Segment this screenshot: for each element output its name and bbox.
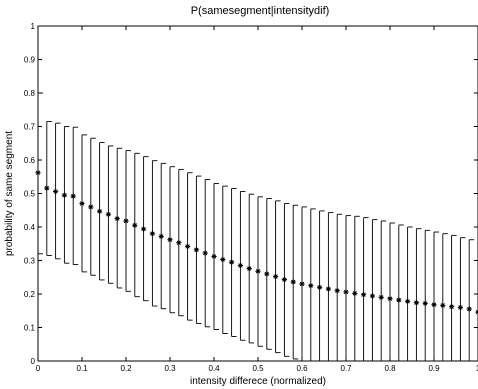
data-point <box>79 200 85 207</box>
y-tick-label: 0.8 <box>24 89 36 98</box>
x-tick-label: 0.3 <box>164 364 176 373</box>
data-point <box>431 302 437 308</box>
y-tick-label: 0.3 <box>24 257 36 266</box>
x-tick-label: 0.1 <box>76 364 88 373</box>
y-tick-label: 0.2 <box>24 290 36 299</box>
error-bar <box>327 212 334 362</box>
error-bar <box>442 233 448 362</box>
data-point <box>308 283 314 289</box>
data-point <box>35 170 41 176</box>
x-tick-label: 0.2 <box>120 364 132 373</box>
data-point <box>167 237 173 243</box>
data-point <box>141 226 147 232</box>
x-tick-label: 0 <box>36 364 41 373</box>
chart-title: P(samesegment|intensitydif) <box>191 5 330 17</box>
y-tick-label: 0.9 <box>24 56 36 65</box>
data-point <box>325 286 331 292</box>
data-point <box>352 290 358 296</box>
x-tick-label: 0.8 <box>384 364 396 373</box>
error-bar <box>415 228 422 362</box>
error-bar <box>433 231 439 362</box>
data-point <box>475 309 478 315</box>
y-tick-label: 0.1 <box>24 324 36 333</box>
data-point <box>105 211 111 217</box>
x-tick-label: 0.6 <box>296 364 308 373</box>
data-point <box>202 250 208 256</box>
x-tick-label: 0.4 <box>208 364 220 373</box>
data-point <box>264 271 270 277</box>
data-point <box>281 276 287 283</box>
x-tick-label: 0.5 <box>252 364 264 373</box>
error-bar <box>398 224 404 362</box>
data-point <box>405 298 411 304</box>
error-bar <box>363 217 369 362</box>
data-markers <box>35 170 478 315</box>
data-point <box>449 304 455 310</box>
data-point <box>123 218 129 224</box>
data-point <box>97 208 103 214</box>
y-tick-label: 0 <box>31 357 36 366</box>
data-point <box>193 247 199 253</box>
data-point <box>334 288 340 294</box>
error-bar <box>336 213 343 362</box>
y-axis-label: probability of same segment <box>4 131 15 256</box>
data-point <box>211 253 217 260</box>
data-point <box>387 296 393 302</box>
data-point <box>273 273 279 280</box>
x-tick-label: 0.9 <box>428 364 440 373</box>
data-point <box>457 304 463 310</box>
data-point <box>158 233 164 239</box>
error-bar <box>459 237 466 362</box>
x-axis-label: intensity differece (normalized) <box>190 376 326 387</box>
data-point <box>255 268 261 274</box>
data-point <box>369 293 375 299</box>
x-tick-label: 1 <box>476 364 478 373</box>
data-point <box>220 256 226 263</box>
error-bar <box>345 215 351 362</box>
data-point <box>70 193 76 199</box>
data-point <box>149 231 155 237</box>
data-point <box>422 300 428 306</box>
data-point <box>343 289 349 295</box>
data-point <box>299 281 305 287</box>
data-point <box>466 306 472 312</box>
data-point <box>396 297 402 303</box>
data-point <box>378 294 384 300</box>
y-tick-label: 0.7 <box>24 123 36 132</box>
data-point <box>317 284 323 290</box>
error-bar <box>407 226 413 362</box>
y-tick-label: 0.6 <box>24 156 36 165</box>
data-point <box>176 240 182 246</box>
y-axis: 0 0.1 0.2 0.3 0.4 0.5 0.6 0.7 0.8 0.9 1 <box>24 22 478 366</box>
x-tick-label: 0.7 <box>340 364 352 373</box>
data-point <box>413 300 419 306</box>
data-point <box>53 188 59 195</box>
data-point <box>290 279 296 285</box>
data-point <box>61 192 67 198</box>
data-point <box>114 216 120 222</box>
error-bar <box>354 215 360 362</box>
error-bar <box>389 222 395 362</box>
data-point <box>440 302 446 308</box>
data-point <box>88 204 94 210</box>
data-point <box>361 292 367 298</box>
error-bars <box>37 92 478 362</box>
x-axis: 0 0.1 0.2 0.3 0.4 0.5 0.6 0.7 0.8 0.9 1 <box>36 26 478 373</box>
error-bar <box>468 239 475 362</box>
error-bar <box>451 234 457 362</box>
y-tick-label: 1 <box>31 22 36 31</box>
data-point <box>229 259 235 265</box>
data-point <box>237 262 243 269</box>
data-point <box>132 222 138 228</box>
data-point <box>44 185 50 191</box>
error-bar <box>371 219 378 362</box>
y-tick-label: 0.5 <box>24 190 36 199</box>
data-point <box>246 265 252 272</box>
error-bar <box>424 229 431 362</box>
error-bar <box>380 220 387 362</box>
data-point <box>185 243 191 250</box>
y-tick-label: 0.4 <box>24 223 36 232</box>
